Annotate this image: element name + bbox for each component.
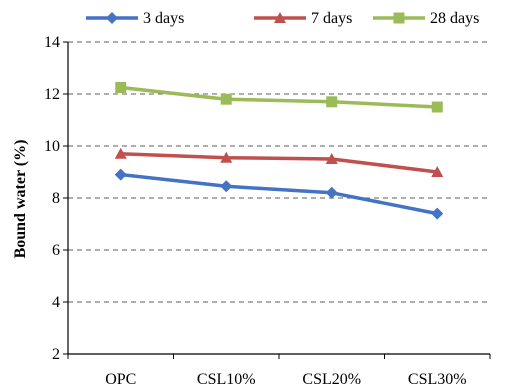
data-point (220, 93, 232, 105)
x-tick-label: CSL10% (197, 371, 256, 388)
data-point (325, 153, 338, 164)
data-point (115, 82, 127, 93)
legend-marker (106, 12, 118, 24)
series-line (120, 152, 438, 174)
gridlines (68, 41, 490, 303)
data-point (220, 180, 233, 193)
y-tick-label: 14 (44, 34, 60, 51)
y-axis-label: Bound water (%) (12, 140, 29, 259)
series-28-days (115, 82, 443, 113)
y-tick-label: 8 (52, 190, 60, 207)
legend-label: 28 days (430, 10, 479, 27)
series-7-days (114, 147, 444, 177)
data-point (114, 168, 127, 181)
data-point (431, 166, 444, 177)
y-tick-label: 6 (52, 242, 60, 259)
tick-labels: 2 4 6 8 10 12 14 OPC CSL10% CSL20% CSL30% (44, 34, 467, 388)
y-tick-label: 10 (44, 138, 60, 155)
y-tick-label: 12 (44, 86, 60, 103)
legend-label: 3 days (143, 10, 184, 27)
data-point (431, 101, 443, 113)
series-3-days (114, 168, 444, 220)
series-line (120, 85, 438, 109)
x-tick-label: OPC (105, 371, 136, 388)
legend-marker (393, 12, 405, 24)
data-point (326, 96, 338, 108)
y-tick-label: 4 (52, 294, 60, 311)
legend-item: 28 days (373, 10, 479, 27)
legend-item: 7 days (254, 10, 352, 27)
series-line (120, 172, 438, 216)
y-tick-label: 2 (52, 346, 60, 363)
data-point (114, 147, 127, 159)
x-tick-label: CSL20% (302, 371, 361, 388)
legend-label: 7 days (311, 10, 352, 27)
data-point (220, 151, 233, 163)
data-point (325, 186, 338, 199)
legend: 3 days 7 days 28 days (86, 10, 479, 27)
series-group (114, 82, 444, 220)
axes (63, 41, 491, 359)
legend-item: 3 days (86, 10, 184, 27)
x-tick-label: CSL30% (408, 371, 467, 388)
data-point (431, 207, 444, 220)
legend-marker (274, 12, 286, 23)
